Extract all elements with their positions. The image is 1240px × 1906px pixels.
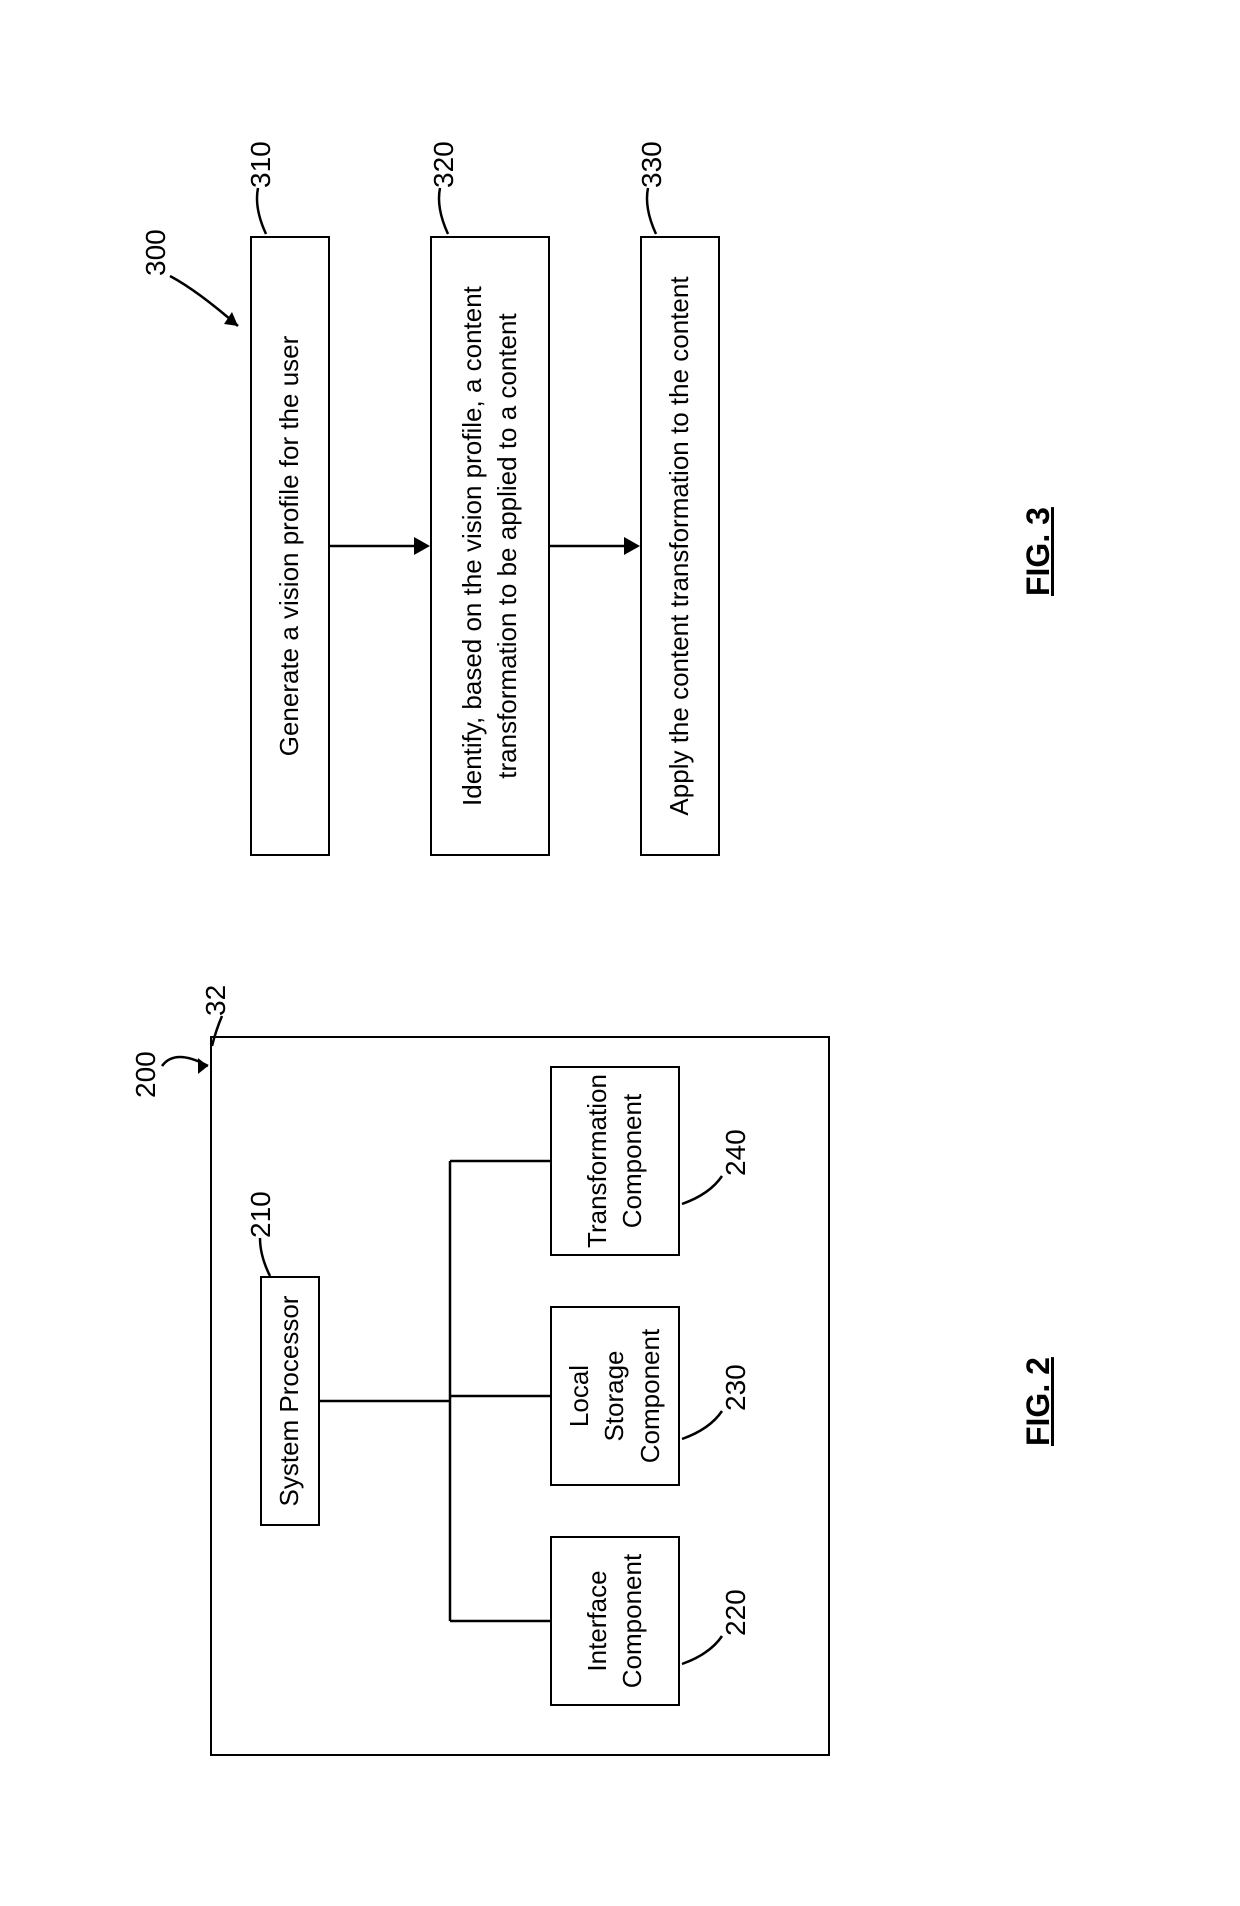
fig3-step-330-leader — [642, 186, 668, 236]
fig3-step-320-leader — [434, 186, 460, 236]
fig3-step-330-box: Apply the content transformation to the … — [640, 236, 720, 856]
fig3-arrow-2 — [550, 531, 642, 561]
fig2-transform-leader — [680, 1168, 724, 1208]
fig2-title: FIG. 2 — [1020, 1357, 1057, 1446]
fig2-storage-box: Local Storage Component — [550, 1306, 680, 1486]
fig3-ref-300-leader — [168, 266, 248, 336]
fig2-ref-200: 200 — [130, 1051, 162, 1098]
fig2-transform-ref: 240 — [720, 1129, 752, 1176]
fig3-step-320-ref: 320 — [428, 141, 460, 188]
fig3-step-310-label: Generate a vision profile for the user — [264, 328, 315, 765]
fig3-step-310-ref: 310 — [245, 141, 277, 188]
fig2-storage-label: Local Storage Component — [554, 1308, 675, 1484]
fig2-storage-ref: 230 — [720, 1364, 752, 1411]
fig2-interface-ref: 220 — [720, 1589, 752, 1636]
fig3-step-310-box: Generate a vision profile for the user — [250, 236, 330, 856]
fig2-transform-label: Transformation Component — [572, 1066, 658, 1256]
fig3-title: FIG. 3 — [1020, 507, 1057, 596]
fig3-step-330-label: Apply the content transformation to the … — [654, 268, 705, 823]
fig3-step-320-box: Identify, based on the vision profile, a… — [430, 236, 550, 856]
fig2-interface-box: Interface Component — [550, 1536, 680, 1706]
fig2-transform-box: Transformation Component — [550, 1066, 680, 1256]
fig3-step-330-ref: 330 — [636, 141, 668, 188]
fig3-step-310-leader — [252, 186, 278, 236]
diagram-canvas: 200 32 System Processor 210 Interface Co… — [0, 0, 1240, 1906]
fig2-storage-leader — [680, 1403, 724, 1443]
fig3-arrow-1 — [330, 531, 432, 561]
fig2-interface-leader — [680, 1628, 724, 1668]
fig2-interface-label: Interface Component — [572, 1538, 658, 1704]
fig3-step-320-label: Identify, based on the vision profile, a… — [447, 238, 533, 854]
